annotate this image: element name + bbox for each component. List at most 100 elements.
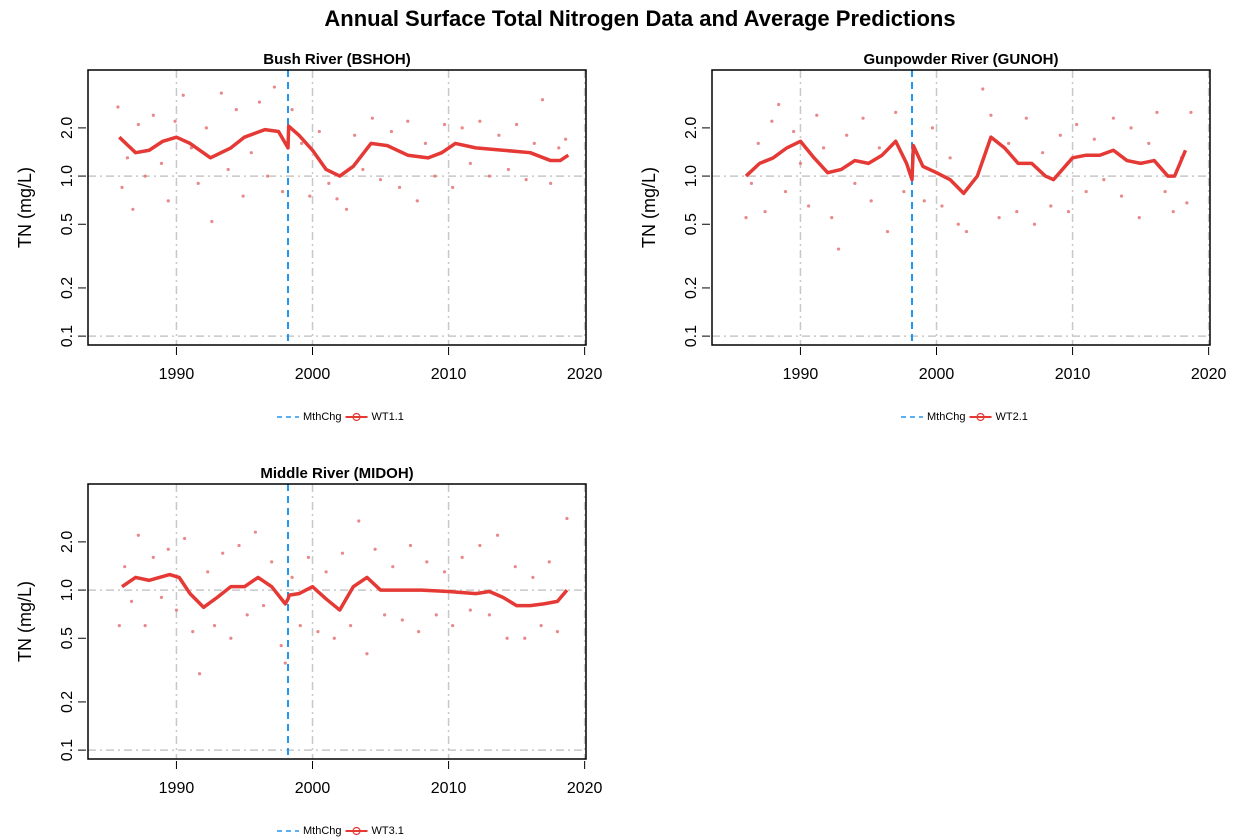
data-point bbox=[513, 565, 517, 569]
data-point bbox=[1024, 116, 1028, 120]
data-point bbox=[261, 603, 266, 608]
data-point bbox=[234, 108, 238, 112]
data-point bbox=[495, 533, 500, 537]
x-tick-label: 2020 bbox=[1191, 366, 1227, 383]
data-point bbox=[1066, 209, 1071, 214]
data-point bbox=[506, 167, 511, 172]
legend-label: WT1.1 bbox=[372, 411, 404, 423]
y-tick-label: 0.2 bbox=[59, 691, 76, 713]
data-point bbox=[151, 113, 155, 117]
data-point bbox=[166, 547, 170, 551]
data-point bbox=[777, 102, 781, 107]
data-point bbox=[117, 623, 121, 628]
data-point bbox=[353, 133, 357, 137]
panel: Gunpowder River (GUNOH) 1990 2000 2010 2020 0… bbox=[639, 51, 1227, 423]
data-point bbox=[1155, 110, 1159, 114]
data-point bbox=[505, 636, 509, 640]
y-tick-label: 2.0 bbox=[59, 117, 76, 139]
panel: Middle River (MIDOH) 1990 2000 2010 2020 0.1 0… bbox=[15, 465, 603, 837]
data-point bbox=[1189, 110, 1193, 114]
data-point bbox=[557, 146, 561, 150]
main-title: Annual Surface Total Nitrogen Data and A… bbox=[324, 6, 955, 31]
y-tick-label: 2.0 bbox=[59, 531, 76, 553]
data-point bbox=[468, 161, 472, 165]
plot-frame bbox=[711, 69, 1211, 346]
data-point bbox=[885, 229, 890, 234]
data-point bbox=[335, 197, 339, 201]
trend-line bbox=[118, 124, 570, 178]
data-point bbox=[1041, 151, 1045, 155]
data-point bbox=[478, 543, 482, 548]
data-point bbox=[1092, 137, 1096, 141]
data-point bbox=[300, 141, 304, 146]
data-point bbox=[249, 151, 253, 155]
y-axis-label: TN (mg/L) bbox=[639, 167, 659, 248]
data-point bbox=[540, 98, 545, 102]
data-point bbox=[136, 533, 140, 537]
data-point bbox=[279, 643, 283, 648]
trend-line bbox=[121, 572, 569, 612]
data-point bbox=[257, 100, 262, 104]
data-point bbox=[136, 122, 140, 127]
data-point bbox=[361, 167, 365, 172]
data-point bbox=[191, 630, 195, 634]
data-point bbox=[143, 174, 147, 178]
y-tick-label: 0.5 bbox=[59, 627, 76, 649]
data-point bbox=[317, 129, 321, 134]
panel-title: Bush River (BSHOH) bbox=[263, 51, 411, 68]
legend-swatch bbox=[976, 412, 985, 422]
y-axis-label: TN (mg/L) bbox=[15, 581, 35, 662]
data-point bbox=[434, 613, 438, 617]
data-point bbox=[1015, 209, 1019, 214]
y-tick-label: 2.0 bbox=[683, 117, 700, 139]
data-point bbox=[290, 108, 294, 112]
data-point bbox=[221, 551, 225, 555]
data-point bbox=[270, 560, 274, 564]
y-tick-label: 0.2 bbox=[683, 277, 700, 299]
data-point bbox=[524, 178, 528, 182]
y-axis-label: TN (mg/L) bbox=[15, 167, 35, 248]
legend-swatch bbox=[352, 412, 361, 422]
data-point bbox=[417, 630, 421, 634]
legend-swatch bbox=[352, 826, 361, 836]
data-point bbox=[555, 630, 560, 634]
data-point bbox=[253, 530, 257, 534]
y-tick-label: 0.2 bbox=[59, 277, 76, 299]
data-point bbox=[821, 146, 826, 150]
data-point bbox=[902, 189, 906, 194]
data-point bbox=[468, 608, 472, 612]
data-point bbox=[237, 543, 241, 548]
legend-label: MthChg bbox=[303, 825, 342, 837]
data-point bbox=[204, 126, 208, 130]
data-point bbox=[159, 161, 164, 165]
x-tick-label: 2020 bbox=[567, 366, 603, 383]
data-point bbox=[1049, 204, 1053, 208]
data-point bbox=[197, 672, 202, 676]
data-point bbox=[836, 247, 841, 251]
x-tick-label: 2010 bbox=[431, 780, 467, 797]
data-point bbox=[460, 555, 464, 560]
y-tick-label: 1.0 bbox=[59, 165, 76, 187]
data-point bbox=[143, 623, 147, 628]
data-point bbox=[423, 141, 428, 146]
data-point bbox=[123, 565, 127, 569]
data-point bbox=[283, 661, 287, 665]
data-point bbox=[206, 570, 210, 574]
data-point bbox=[166, 199, 170, 203]
data-point bbox=[940, 204, 944, 208]
y-tick-label: 0.5 bbox=[59, 213, 76, 235]
data-point bbox=[532, 141, 536, 146]
data-point bbox=[981, 87, 985, 91]
data-point bbox=[547, 560, 551, 564]
data-point bbox=[340, 551, 345, 555]
data-point bbox=[151, 555, 155, 560]
panel: Bush River (BSHOH) 1990 2000 2010 2020 0.1 0.2… bbox=[15, 51, 603, 423]
data-point bbox=[400, 618, 404, 622]
data-point bbox=[830, 216, 834, 220]
data-point bbox=[997, 216, 1001, 220]
y-tick-label: 0.1 bbox=[683, 325, 700, 347]
data-point bbox=[131, 207, 135, 211]
data-point bbox=[515, 122, 519, 127]
data-point bbox=[1075, 122, 1079, 127]
data-point bbox=[763, 209, 767, 214]
